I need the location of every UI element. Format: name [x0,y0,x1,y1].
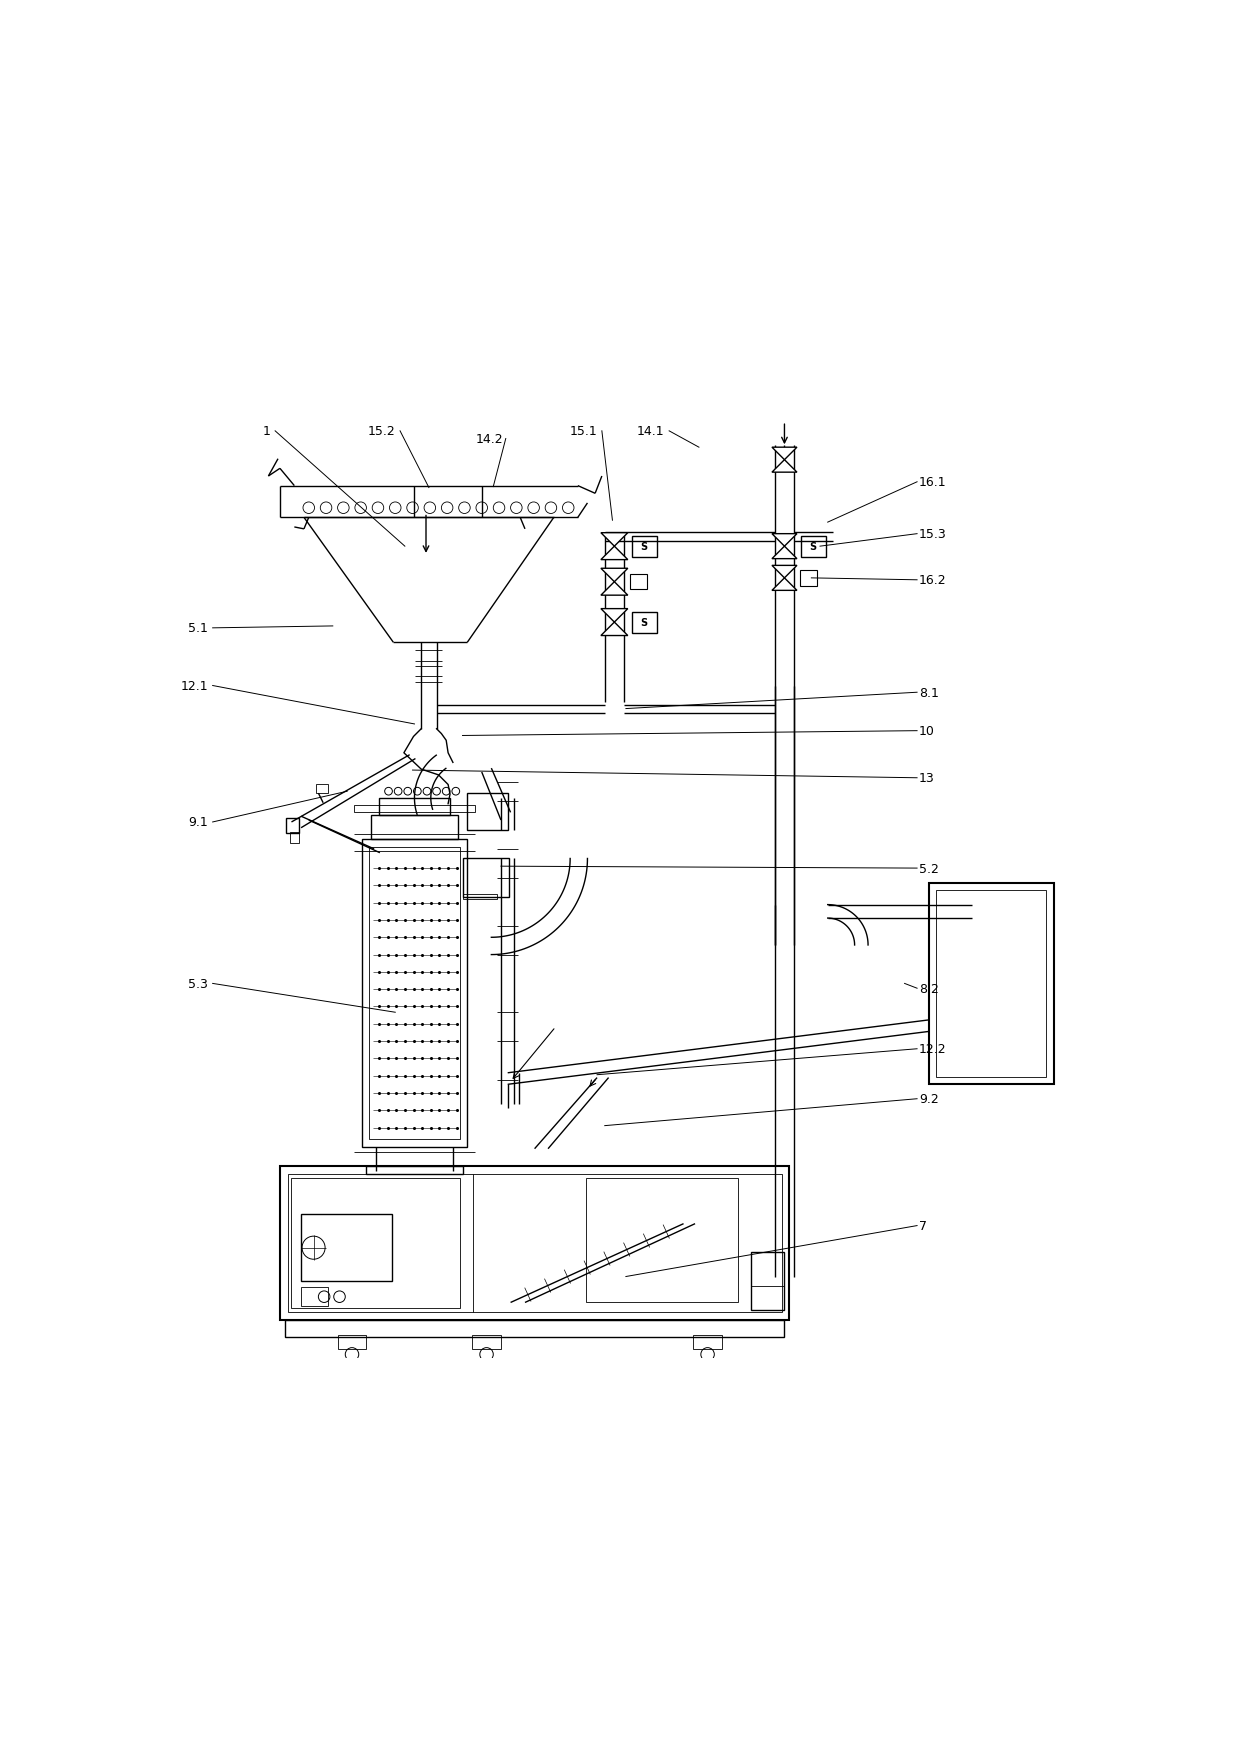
Bar [370,847,460,1139]
Text: 5.2: 5.2 [919,863,939,875]
Text: 1: 1 [263,424,270,438]
Bar [463,859,508,897]
Text: 9.1: 9.1 [188,816,208,830]
Text: 13: 13 [919,772,935,784]
Text: 14.2: 14.2 [475,433,503,445]
Bar [301,1214,392,1282]
Polygon shape [773,461,797,473]
Bar [929,883,1054,1085]
Bar [362,840,467,1148]
Bar [301,1287,327,1306]
Polygon shape [601,583,627,596]
Bar [316,784,327,793]
Text: 16.1: 16.1 [919,476,946,489]
Bar [751,1252,785,1311]
Bar [936,890,1045,1076]
Text: S: S [810,543,817,551]
Bar [693,1336,722,1349]
Text: 15.1: 15.1 [569,424,596,438]
Bar [285,819,299,835]
Bar [631,612,657,633]
Bar [801,536,826,558]
Text: S: S [641,617,647,628]
Polygon shape [773,567,797,579]
Text: 8.2: 8.2 [919,983,939,995]
Bar [379,798,450,816]
Polygon shape [601,623,627,636]
Text: 15.2: 15.2 [367,424,396,438]
Bar [800,570,817,586]
Bar [291,1177,460,1308]
Polygon shape [773,546,797,560]
Bar [280,1167,789,1320]
Bar [367,1167,463,1174]
Bar [630,574,647,590]
Bar [585,1177,738,1303]
Bar [353,805,475,812]
Text: 5.3: 5.3 [188,977,208,989]
Polygon shape [601,534,627,546]
Text: 14.1: 14.1 [636,424,665,438]
Text: 5.1: 5.1 [188,623,208,635]
Bar [285,1320,785,1337]
Bar [288,1174,781,1313]
Text: S: S [641,543,647,551]
Text: 10: 10 [919,725,935,737]
Polygon shape [773,579,797,591]
Bar [289,831,299,843]
Bar [467,793,507,830]
Bar [371,816,458,840]
Text: 12.1: 12.1 [180,680,208,692]
Text: 7: 7 [919,1219,928,1233]
Bar [463,894,497,899]
Text: 9.2: 9.2 [919,1092,939,1106]
Polygon shape [601,546,627,560]
Polygon shape [601,569,627,583]
Bar [472,1336,501,1349]
Bar [631,536,657,558]
Text: 16.2: 16.2 [919,574,946,588]
Text: 8.1: 8.1 [919,687,939,699]
Text: 12.2: 12.2 [919,1043,946,1056]
Polygon shape [773,534,797,546]
Polygon shape [773,449,797,461]
Text: 15.3: 15.3 [919,529,947,541]
Bar [337,1336,367,1349]
Polygon shape [601,609,627,623]
